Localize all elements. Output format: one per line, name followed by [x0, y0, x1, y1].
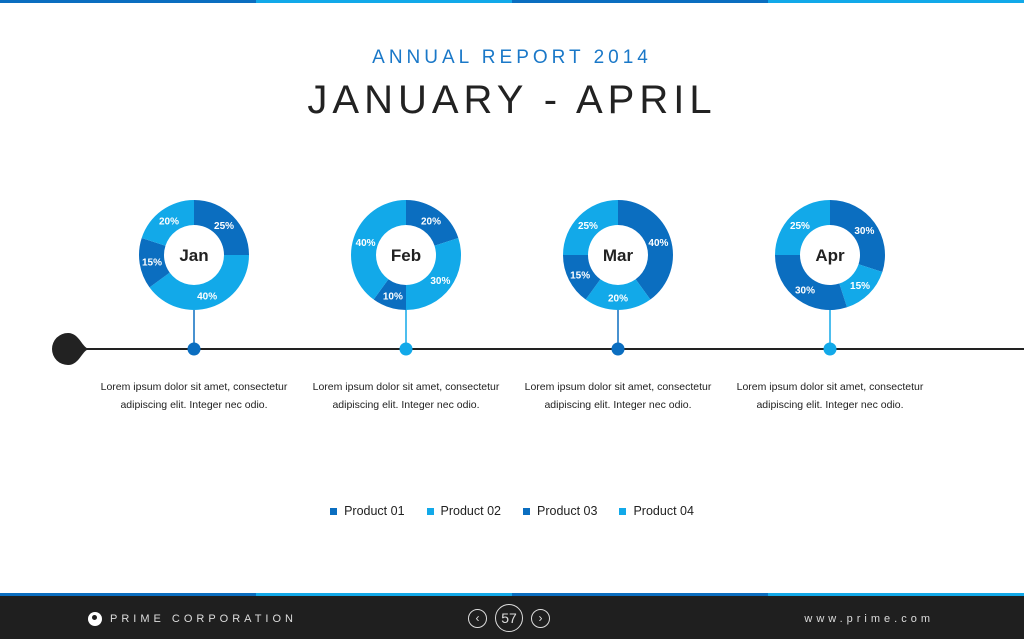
description-apr: Lorem ipsum dolor sit amet, consectetur a… [736, 381, 924, 411]
donut-slice [149, 255, 249, 310]
donut-slice [406, 238, 461, 310]
slice-label: 20% [421, 217, 441, 228]
slice-label: 10% [383, 291, 403, 302]
slice-label: 15% [142, 258, 162, 269]
donut-slice [141, 200, 194, 246]
prev-page-button[interactable]: ‹ [468, 608, 487, 628]
timeline-dot [187, 342, 201, 356]
donut-slice [839, 264, 883, 308]
donut-slice [563, 255, 601, 300]
donut-slice [350, 200, 406, 300]
slice-label: 25% [578, 221, 598, 232]
brand: PRIME CORPORATION [88, 612, 297, 626]
logo-icon [88, 612, 102, 626]
page-number: 57 [495, 604, 523, 632]
legend-item: Product 03 [523, 504, 597, 518]
donut-slice [775, 200, 830, 255]
donut-center-label: Apr [815, 246, 845, 265]
legend-item: Product 02 [426, 504, 501, 518]
slice-label: 25% [790, 221, 810, 232]
donut-center-label: Jan [179, 246, 208, 265]
donut-slice [585, 279, 651, 310]
donut-center-label: Mar [603, 246, 634, 265]
slice-label: 40% [648, 238, 668, 249]
chart-legend: Product 01 Product 02 Product 03 Product… [0, 504, 1024, 518]
slice-label: 30% [854, 226, 874, 237]
timeline-start-marker [52, 333, 90, 365]
donut-slice [373, 279, 406, 310]
slice-label: 40% [356, 238, 376, 249]
legend-item: Product 01 [330, 504, 405, 518]
donut-slice [194, 200, 249, 255]
slice-label: 25% [214, 221, 234, 232]
description-feb: Lorem ipsum dolor sit amet, consectetur a… [312, 381, 500, 411]
slice-label: 15% [850, 281, 870, 292]
timeline-donut-charts: 25% 40% 15% 20% Jan 20% 30% 10% 40% Feb 40% 20% 15% 2… [52, 200, 1024, 365]
donut-slice [618, 200, 673, 300]
timeline-dot [399, 342, 413, 356]
timeline-dot [611, 342, 625, 356]
donut-slice [775, 255, 847, 310]
page-title: JANUARY - APRIL [307, 78, 717, 122]
legend-item: Product 04 [619, 504, 694, 518]
next-page-button[interactable]: › [531, 608, 550, 628]
footer-accent-bar [0, 593, 1024, 597]
donut-slice [139, 238, 170, 288]
description-jan: Lorem ipsum dolor sit amet, consectetur a… [100, 381, 288, 411]
donut-slice [563, 200, 618, 255]
slice-label: 30% [795, 285, 815, 296]
top-accent-bar [0, 0, 1024, 3]
donut-slice [830, 200, 885, 272]
pagination: ‹ 57 › [468, 604, 550, 632]
donut-center-label: Feb [391, 246, 421, 265]
slice-label: 20% [608, 294, 628, 305]
description-mar: Lorem ipsum dolor sit amet, consectetur a… [524, 381, 712, 411]
slice-label: 20% [159, 217, 179, 228]
slice-label: 30% [430, 276, 450, 287]
slice-label: 40% [197, 291, 217, 302]
website-link[interactable]: www.prime.com [804, 613, 934, 625]
report-subtitle: ANNUAL REPORT 2014 [372, 47, 652, 68]
donut-slice [406, 200, 459, 246]
timeline-dot [823, 342, 837, 356]
slice-label: 15% [570, 270, 590, 281]
